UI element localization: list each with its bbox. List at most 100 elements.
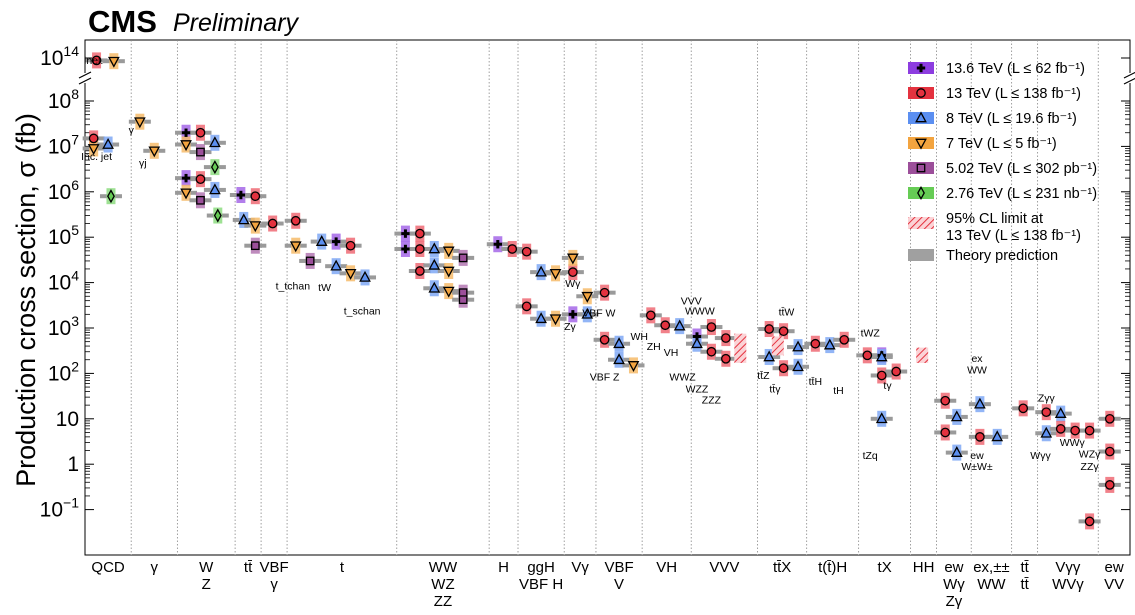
data-point	[950, 446, 963, 457]
data-point	[401, 244, 410, 254]
data-point	[493, 240, 503, 249]
process-annotation: W±W±	[961, 461, 993, 473]
process-annotation: Wγγ	[1030, 450, 1051, 462]
legend-label: 2.76 TeV (L ≤ 231 nb⁻¹)	[946, 186, 1097, 202]
data-point	[305, 256, 315, 266]
process-annotation: γj	[139, 158, 147, 170]
y-tick-label: 1014	[40, 43, 79, 70]
x-group-label: VH	[656, 559, 677, 576]
data-point	[236, 190, 246, 200]
y-tick-label: 10	[56, 408, 79, 431]
data-point	[706, 346, 717, 357]
y-axis-label: Production cross section, σ (fb)	[11, 113, 41, 487]
process-annotation: inel.	[84, 55, 103, 67]
data-point	[442, 286, 455, 298]
data-point	[1084, 425, 1095, 436]
process-annotation: tW	[318, 282, 331, 294]
legend-marker	[915, 138, 927, 150]
axis-break-mark	[1123, 71, 1135, 79]
process-annotation: VBF W	[582, 307, 615, 319]
data-point	[180, 188, 192, 200]
data-point	[209, 136, 221, 148]
measurement-points	[87, 55, 1115, 527]
data-point	[267, 218, 278, 229]
data-point	[823, 338, 836, 350]
x-group-label: t(t̄)H	[818, 559, 847, 576]
data-point	[950, 410, 963, 422]
data-point	[1104, 480, 1115, 490]
axis-break-mask	[79, 73, 91, 83]
data-point	[344, 268, 357, 280]
data-point	[535, 312, 547, 324]
legend-label: 13 TeV (L ≤ 138 fb⁻¹)	[946, 86, 1081, 102]
x-group-label: VBF γ	[259, 559, 288, 593]
data-point	[458, 288, 468, 298]
data-point	[792, 360, 804, 372]
data-point	[613, 353, 625, 365]
data-point	[940, 427, 951, 438]
data-point	[345, 240, 356, 251]
data-point	[875, 412, 888, 424]
y-tick-label: 107	[48, 131, 79, 158]
process-annotation: t_schan	[344, 305, 381, 317]
x-group-label: H	[498, 559, 509, 576]
data-point	[862, 350, 873, 361]
data-point	[627, 361, 640, 372]
data-point	[1104, 413, 1115, 424]
data-point	[250, 241, 260, 251]
x-group-label: VBF V	[604, 559, 633, 593]
process-annotation: ZH	[647, 341, 661, 353]
x-group-label: γ	[151, 559, 159, 576]
y-axis-ticks: 10−1 1 10 102 103 104 105 106 107 108 1014	[40, 43, 1135, 522]
x-group-label: WW WZ ZZ	[429, 559, 458, 610]
status-label: Preliminary	[173, 9, 300, 37]
process-annotation: VVV	[681, 295, 702, 307]
data-point	[645, 310, 656, 321]
limit-bars	[734, 333, 929, 363]
process-annotation: t_tchan	[276, 281, 311, 293]
process-annotation: WZγ	[1079, 449, 1101, 461]
data-point	[289, 241, 302, 253]
data-point	[599, 287, 610, 298]
data-point	[1041, 407, 1052, 418]
x-group-label: tt̄	[244, 559, 253, 576]
data-point	[566, 253, 579, 265]
x-group-label: ew Wγ Zγ	[943, 559, 965, 610]
legend-item: 8 TeV (L ≤ 19.6 fb⁻¹)	[908, 111, 1077, 127]
data-point	[181, 128, 191, 137]
x-group-label: tX	[878, 559, 892, 576]
x-group-label: t	[340, 559, 345, 576]
data-point	[196, 195, 205, 205]
process-annotation: tZq	[863, 450, 878, 462]
y-tick-label: 105	[48, 222, 79, 249]
legend-label: Theory prediction	[946, 248, 1058, 264]
data-point	[764, 324, 775, 334]
data-point	[778, 326, 789, 337]
process-annotations: inel. Inc. jet γ γj t_tchan tW t_schan Wγ Zγ VBF …	[81, 55, 1101, 473]
data-point	[237, 213, 250, 225]
data-point	[195, 127, 206, 138]
y-tick-label: 103	[48, 313, 79, 340]
x-group-label: QCD	[91, 559, 125, 576]
process-annotation: tt̄H	[809, 376, 822, 388]
data-point	[315, 235, 328, 246]
data-point	[721, 333, 731, 343]
data-point	[792, 340, 804, 352]
legend-marker	[916, 163, 926, 173]
data-point	[721, 353, 731, 364]
process-annotation: VH	[664, 347, 679, 359]
process-annotation: WWZ	[669, 371, 696, 383]
axis-break-mark	[1123, 77, 1135, 85]
process-annotation: ZZZ	[702, 394, 722, 406]
legend-label: 95% CL limit at	[946, 211, 1043, 227]
data-point	[180, 140, 192, 152]
data-point	[613, 337, 625, 349]
y-tick-label: 108	[48, 86, 79, 113]
data-point	[568, 310, 578, 319]
data-point	[102, 137, 114, 149]
y-tick-label: 102	[48, 358, 79, 385]
data-point	[415, 266, 425, 276]
legend-marker	[916, 88, 926, 98]
data-point	[839, 334, 850, 345]
data-point	[249, 221, 262, 233]
